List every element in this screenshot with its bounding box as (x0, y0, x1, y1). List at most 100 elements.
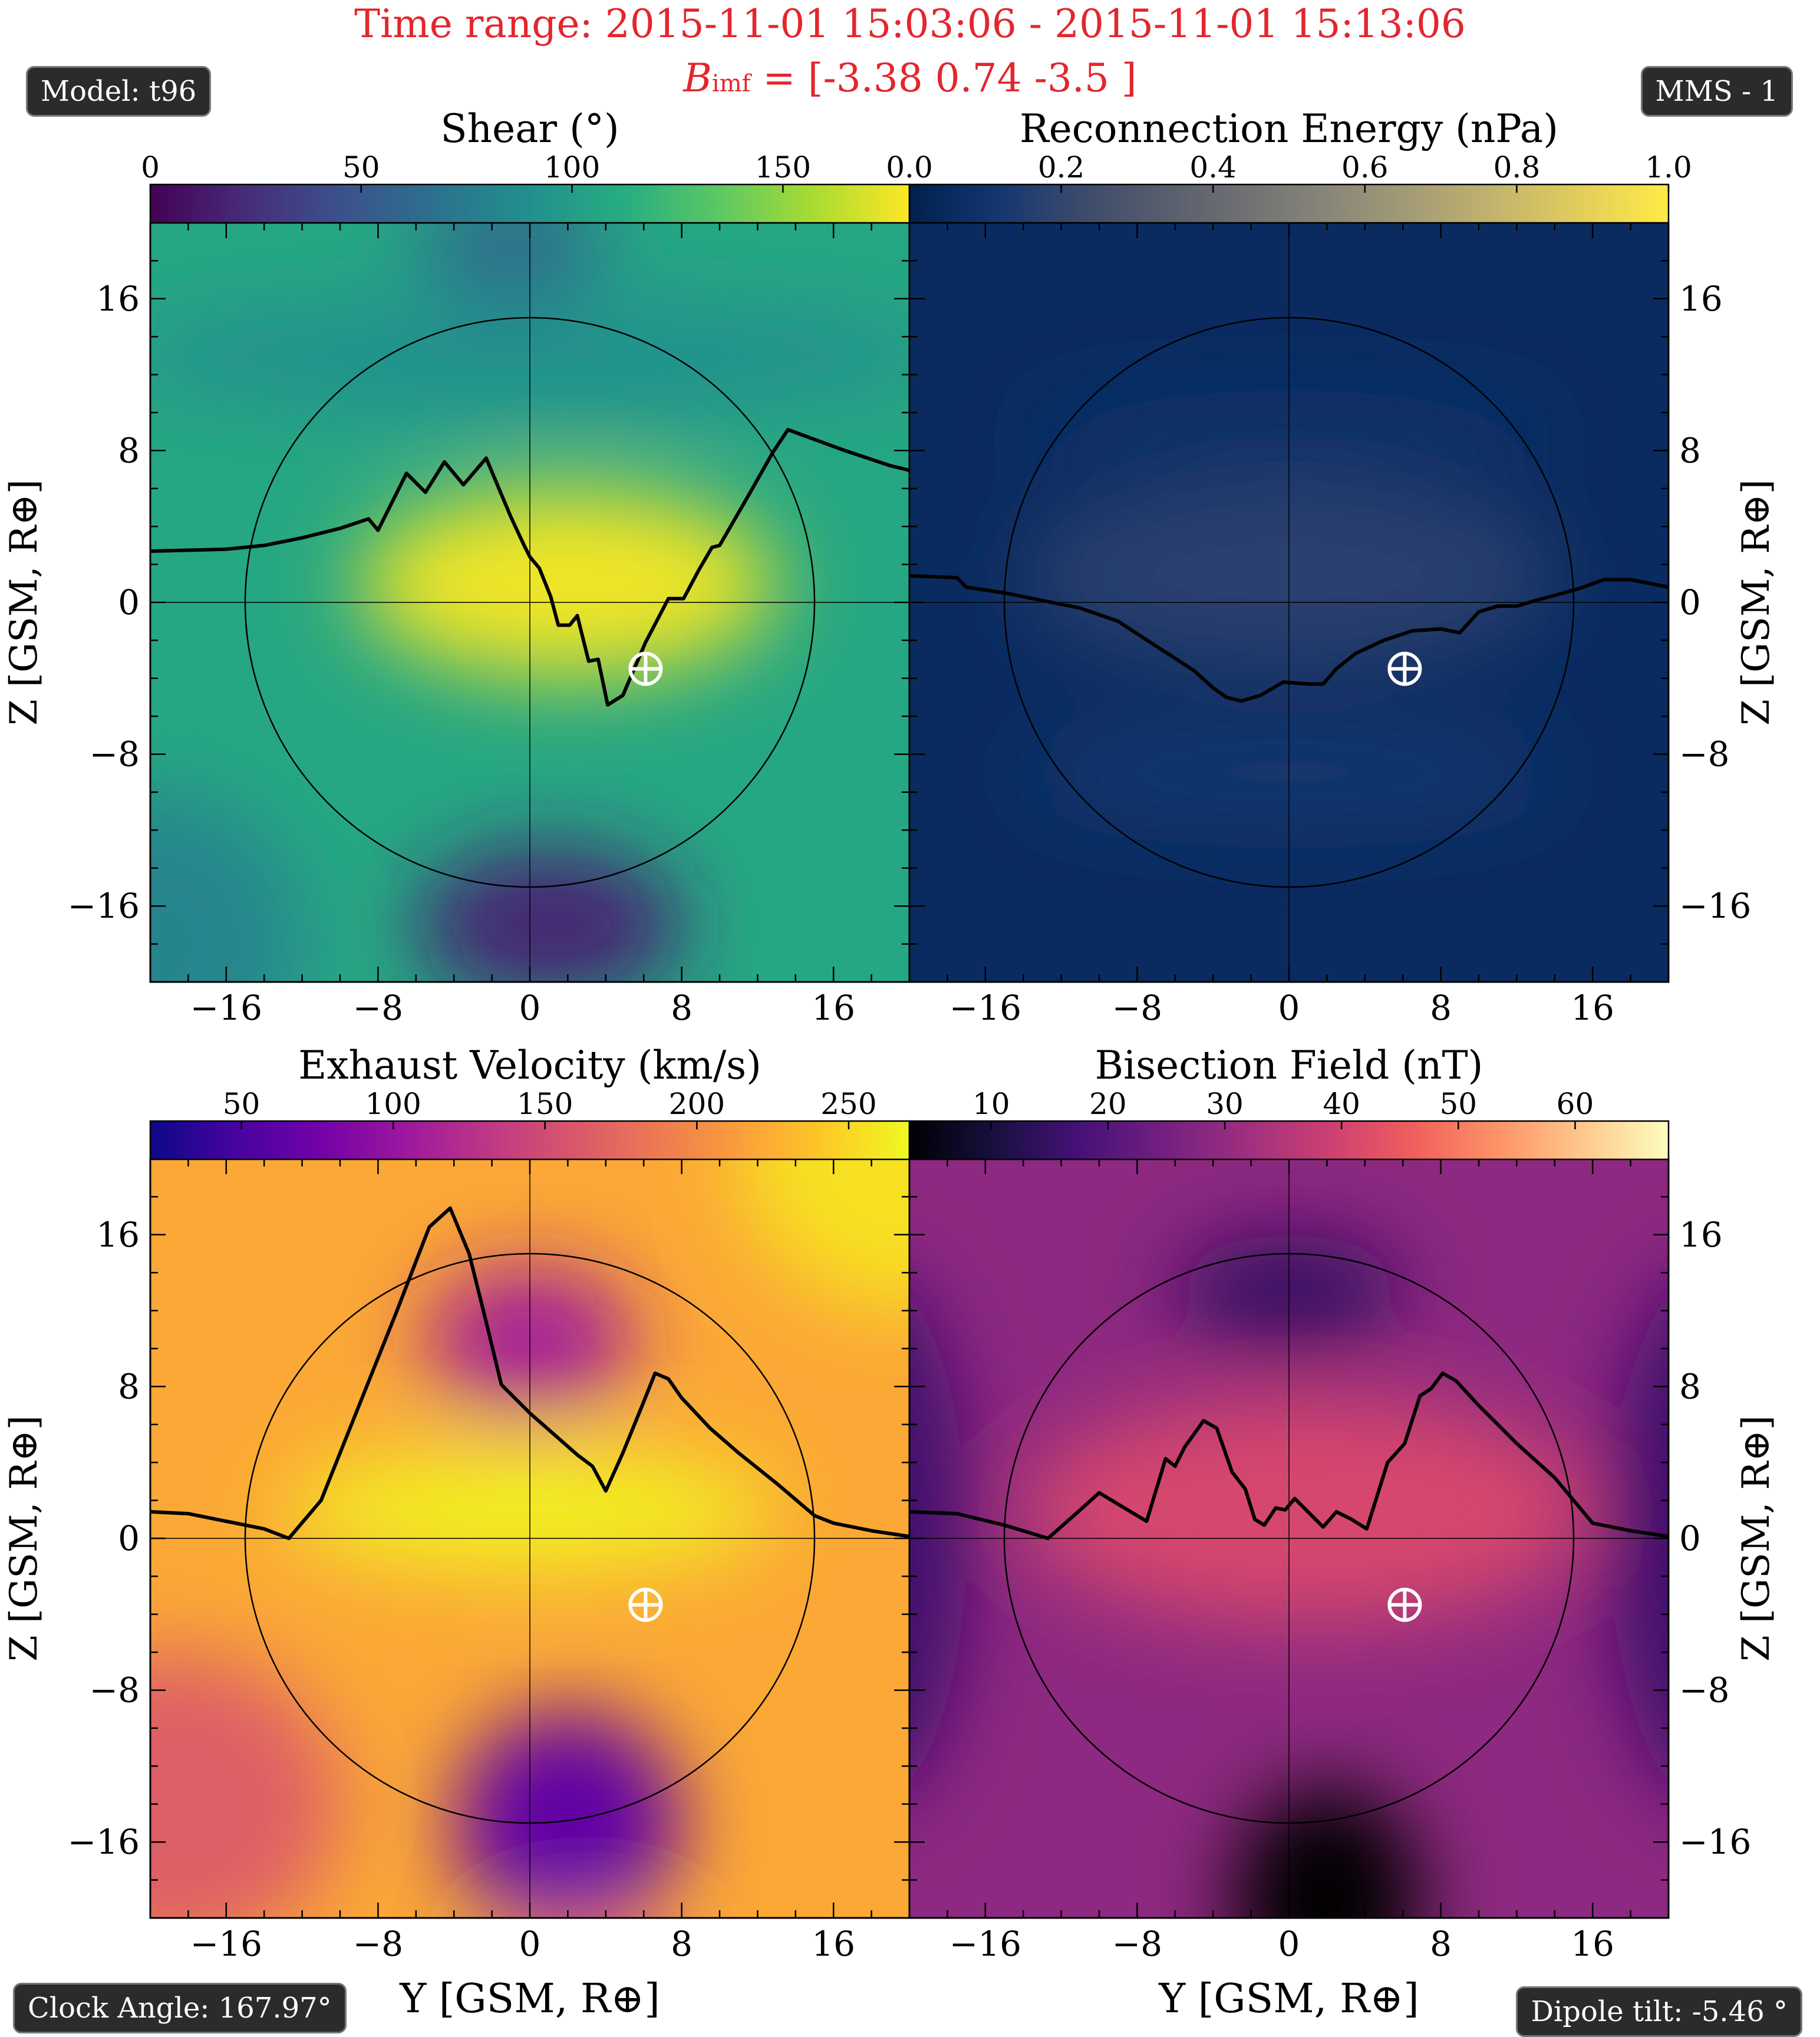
x-tick-label: −16 (190, 1924, 262, 1964)
title-time-separator: - (1029, 1, 1042, 47)
y-tick-label: −16 (68, 1822, 140, 1862)
clock-angle-badge: Clock Angle: 167.97° (13, 1983, 347, 2033)
colorbar-label: Exhaust Velocity (km/s) (298, 1043, 761, 1088)
colorbar-tick-label: 10 (972, 1087, 1010, 1121)
x-axis-label: Y [GSM, R⊕] (399, 1976, 660, 2022)
heatmap-blob (454, 1709, 681, 1937)
colorbar-tick-label: 200 (669, 1087, 725, 1121)
x-tick-label: −16 (190, 988, 262, 1028)
colorbar-tick-label: 40 (1323, 1087, 1360, 1121)
y-tick-label: 16 (1679, 279, 1723, 319)
colorbar-tick-label: 50 (1440, 1087, 1478, 1121)
heatmap-blob (359, 489, 776, 678)
y-tick-label: 0 (1679, 1518, 1701, 1558)
colorbar (150, 184, 909, 223)
y-tick-label: −16 (1679, 886, 1751, 926)
colorbar-tick-label: 150 (755, 150, 811, 184)
model-badge: Model: t96 (26, 66, 211, 117)
y-axis-label: Z [GSM, R⊕] (2, 479, 46, 726)
bimf-value: = [-3.38 0.74 -3.5 ] (763, 55, 1136, 101)
title-time-start: 2015-11-01 15:03:06 (605, 1, 1017, 47)
colorbar-tick-label: 0.8 (1493, 150, 1541, 184)
y-tick-label: 8 (118, 1366, 140, 1406)
colorbar-tick-label: 250 (820, 1087, 876, 1121)
title-time-end: 2015-11-01 15:13:06 (1054, 1, 1466, 47)
y-tick-label: 8 (1679, 1366, 1701, 1406)
colorbar (909, 184, 1669, 223)
panel-1: −16 −8 0 8 16 −16 −8 0 8 16 Z [GSM, R⊕] 0 50 100 150 Sh… (0, 106, 1004, 1096)
y-tick-label: −8 (90, 734, 140, 774)
colorbar-tick-label: 100 (365, 1087, 421, 1121)
y-tick-label: 8 (118, 430, 140, 470)
x-tick-label: −8 (1112, 988, 1163, 1028)
bimf-subscript: imf (712, 70, 751, 97)
title-bimf: Bimf = [-3.38 0.74 -3.5 ] (0, 55, 1820, 101)
x-tick-label: 8 (671, 1924, 693, 1964)
y-tick-label: 16 (1679, 1215, 1723, 1255)
colorbar-tick-label: 1.0 (1645, 150, 1692, 184)
y-axis-label: Z [GSM, R⊕] (1735, 479, 1778, 726)
y-tick-label: 0 (118, 1518, 140, 1558)
spacecraft-marker-icon (1389, 1590, 1420, 1620)
y-axis-label: Z [GSM, R⊕] (1735, 1415, 1778, 1662)
y-tick-label: −8 (1679, 734, 1730, 774)
y-tick-label: −16 (68, 886, 140, 926)
dipole-tilt-badge: Dipole tilt: -5.46 ° (1516, 1986, 1802, 2037)
heatmap-blob (416, 849, 682, 1001)
x-tick-label: −8 (353, 1924, 404, 1964)
spacecraft-badge: MMS - 1 (1641, 66, 1793, 117)
y-axis-label: Z [GSM, R⊕] (2, 1415, 46, 1662)
colorbar-label: Bisection Field (nT) (1095, 1043, 1483, 1088)
y-tick-label: 8 (1679, 430, 1701, 470)
x-tick-label: 16 (812, 988, 855, 1028)
x-tick-label: 0 (1278, 1924, 1300, 1964)
x-tick-label: 8 (1430, 988, 1452, 1028)
colorbar-tick-label: 0.0 (886, 150, 933, 184)
x-tick-label: −8 (353, 988, 404, 1028)
x-tick-label: 8 (1430, 1924, 1452, 1964)
y-tick-label: −8 (1679, 1670, 1730, 1710)
x-tick-label: 16 (1571, 1924, 1614, 1964)
colorbar (150, 1121, 909, 1159)
heatmap-field (0, 185, 947, 1096)
x-tick-label: 8 (671, 988, 693, 1028)
title-prefix: Time range: (354, 1, 593, 47)
y-tick-label: −16 (1679, 1822, 1751, 1862)
y-tick-label: 0 (1679, 582, 1701, 622)
title-time-range: Time range: 2015-11-01 15:03:06 - 2015-1… (0, 1, 1820, 47)
colorbar-tick-label: 30 (1206, 1087, 1244, 1121)
y-tick-label: −8 (90, 1670, 140, 1710)
bimf-symbol: B (683, 55, 712, 101)
x-tick-label: −16 (949, 988, 1021, 1028)
colorbar-tick-label: 100 (544, 150, 600, 184)
colorbar-tick-label: 0.2 (1038, 150, 1085, 184)
colorbar-tick-label: 50 (223, 1087, 261, 1121)
spacecraft-marker-icon (1389, 654, 1420, 684)
colorbar-tick-label: 0.6 (1341, 150, 1389, 184)
x-tick-label: 16 (812, 1924, 855, 1964)
x-tick-label: −8 (1112, 1924, 1163, 1964)
heatmap-blob (0, 1652, 340, 1956)
x-tick-label: 16 (1571, 988, 1614, 1028)
colorbar-tick-label: 150 (517, 1087, 573, 1121)
x-tick-label: 0 (519, 1924, 541, 1964)
y-tick-label: 16 (96, 279, 140, 319)
colorbar-tick-label: 60 (1557, 1087, 1594, 1121)
y-tick-label: 16 (96, 1215, 140, 1255)
panel-2: −16 −8 0 8 16−16−80816Z [GSM, R⊕]0.0 0.2 0.4 0.… (886, 106, 1782, 1028)
spacecraft-marker-icon (630, 654, 661, 684)
panel-4: −16 −8 0 8 16 −16 −8 0 8 16 Z [GSM, R⊕] Y [GSM, R⊕]… (777, 1043, 1802, 2022)
colorbar-tick-label: 50 (342, 150, 380, 184)
x-axis-label: Y [GSM, R⊕] (1158, 1976, 1419, 2022)
colorbar-label: Shear (°) (440, 106, 619, 151)
y-tick-label: 0 (118, 582, 140, 622)
colorbar-tick-label: 0.4 (1189, 150, 1237, 184)
spacecraft-marker-icon (630, 1590, 661, 1620)
colorbar-tick-label: 20 (1089, 1087, 1127, 1121)
x-tick-label: −16 (949, 1924, 1021, 1964)
colorbar (909, 1121, 1669, 1159)
colorbar-label: Reconnection Energy (nPa) (1020, 106, 1558, 151)
colorbar-tick-label: 0 (141, 150, 160, 184)
x-tick-label: 0 (519, 988, 541, 1028)
